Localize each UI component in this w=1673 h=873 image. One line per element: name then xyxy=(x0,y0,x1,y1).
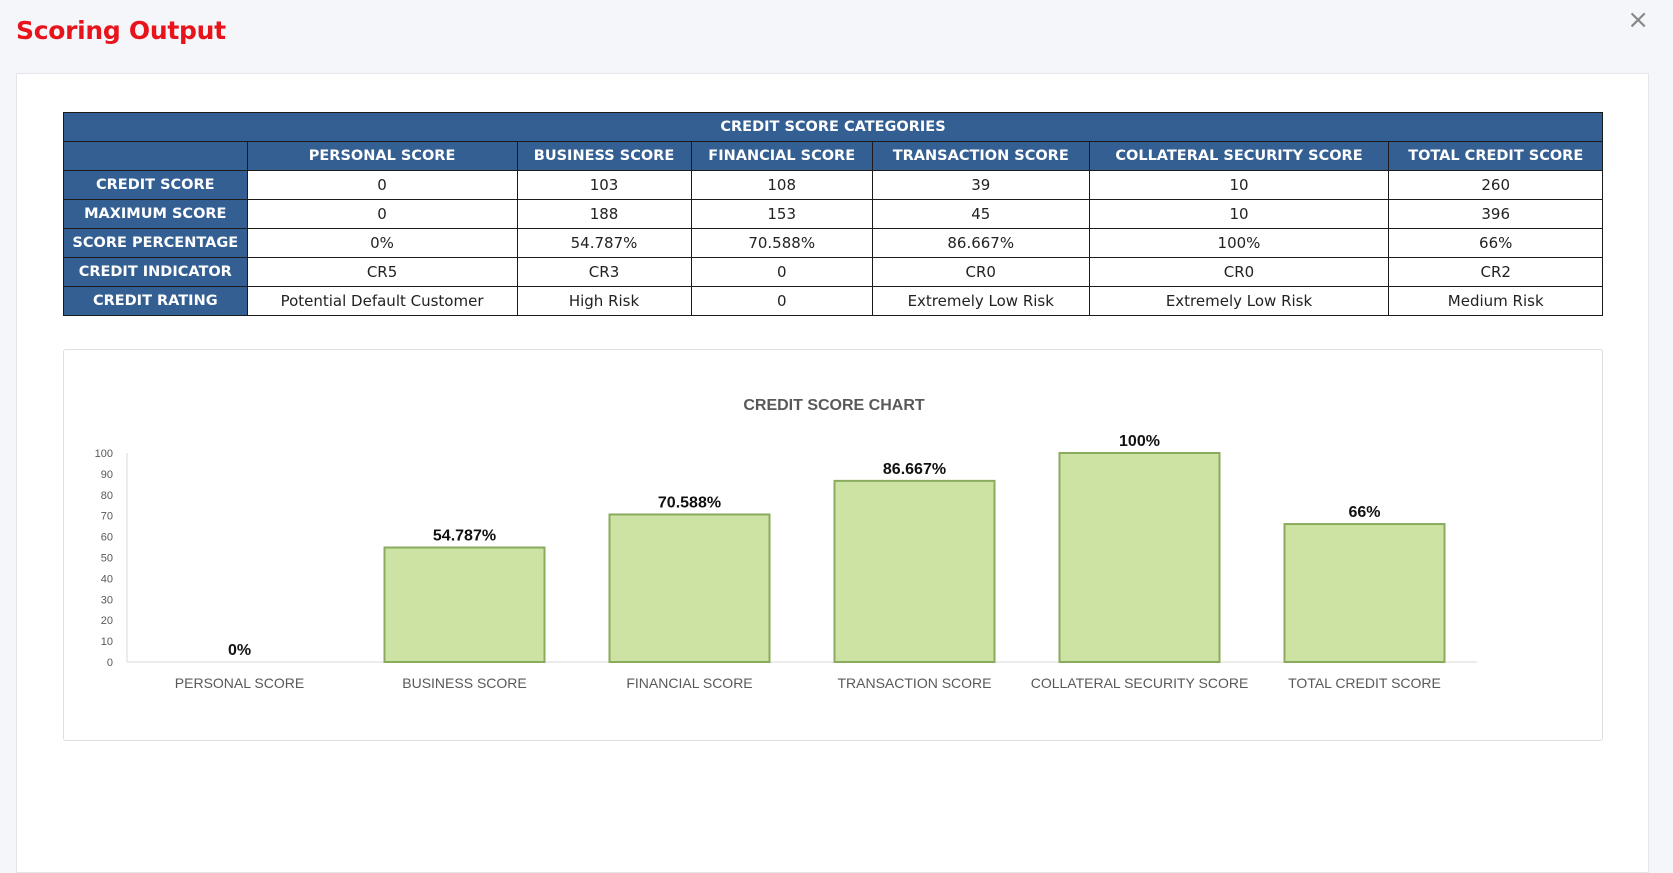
table-row: CREDIT RATING Potential Default Customer H… xyxy=(63,286,1603,316)
table-cell: 396 xyxy=(1388,199,1603,229)
y-tick-label: 0 xyxy=(107,657,113,669)
scoring-panel: CREDIT SCORE CATEGORIES PERSONAL SCORE BU… xyxy=(16,73,1649,873)
table-cell: Potential Default Customer xyxy=(246,286,518,316)
close-icon[interactable]: × xyxy=(1627,5,1649,35)
y-tick-label: 80 xyxy=(101,490,113,502)
row-label: SCORE PERCENTAGE xyxy=(63,228,248,258)
table-cell: CR2 xyxy=(1388,257,1603,287)
table-row: CREDIT INDICATOR CR5 CR3 0 CR0 CR0 CR2 xyxy=(63,257,1603,287)
table-cell: 260 xyxy=(1388,170,1603,200)
table-row: CREDIT SCORE 0 103 108 39 10 260 xyxy=(63,170,1603,200)
y-tick-label: 70 xyxy=(101,511,113,523)
table-cell: CR0 xyxy=(1088,257,1390,287)
table-cell: 86.667% xyxy=(871,228,1090,258)
y-tick-label: 90 xyxy=(101,469,113,481)
table-caption: CREDIT SCORE CATEGORIES xyxy=(63,112,1603,142)
table-cell: High Risk xyxy=(516,286,692,316)
table-row: MAXIMUM SCORE 0 188 153 45 10 396 xyxy=(63,199,1603,229)
row-label: CREDIT SCORE xyxy=(63,170,248,200)
row-label: CREDIT INDICATOR xyxy=(63,257,248,287)
y-tick-label: 40 xyxy=(101,573,113,585)
data-label: 54.787% xyxy=(433,527,496,544)
bar xyxy=(1058,452,1221,663)
table-cell: 153 xyxy=(690,199,873,229)
column-header: BUSINESS SCORE xyxy=(516,141,692,171)
chart-title: CREDIT SCORE CHART xyxy=(743,397,925,414)
category-label: BUSINESS SCORE xyxy=(402,675,526,691)
data-label: 100% xyxy=(1119,433,1160,450)
header-corner xyxy=(63,141,248,171)
table-cell: Extremely Low Risk xyxy=(1088,286,1390,316)
column-header: FINANCIAL SCORE xyxy=(690,141,873,171)
row-label: MAXIMUM SCORE xyxy=(63,199,248,229)
bar xyxy=(608,513,771,663)
bar xyxy=(833,479,996,663)
y-tick-label: 50 xyxy=(101,553,113,565)
category-label: COLLATERAL SECURITY SCORE xyxy=(1031,675,1249,691)
table-cell: 39 xyxy=(871,170,1090,200)
table-row: SCORE PERCENTAGE 0% 54.787% 70.588% 86.667% 1… xyxy=(63,228,1603,258)
table-cell: 0% xyxy=(246,228,518,258)
modal-title: Scoring Output xyxy=(16,16,226,45)
category-label: FINANCIAL SCORE xyxy=(626,675,752,691)
y-tick-label: 20 xyxy=(101,615,113,627)
table-cell: 10 xyxy=(1088,199,1390,229)
table-cell: 103 xyxy=(516,170,692,200)
data-label: 66% xyxy=(1348,504,1380,521)
table-cell: 66% xyxy=(1388,228,1603,258)
row-label: CREDIT RATING xyxy=(63,286,248,316)
y-tick-label: 30 xyxy=(101,594,113,606)
credit-score-chart: CREDIT SCORE CHART 0 10 20 30 40 50 60 70 80 90 10… xyxy=(63,349,1603,741)
table-cell: 188 xyxy=(516,199,692,229)
data-label: 86.667% xyxy=(883,461,946,478)
category-label: PERSONAL SCORE xyxy=(175,675,304,691)
table-cell: 100% xyxy=(1088,228,1390,258)
table-cell: 0 xyxy=(690,286,873,316)
table-cell: 0 xyxy=(690,257,873,287)
chart-canvas: CREDIT SCORE CHART 0 10 20 30 40 50 60 70 80 90 10… xyxy=(95,397,1477,691)
column-header: TOTAL CREDIT SCORE xyxy=(1388,141,1603,171)
table-cell: Medium Risk xyxy=(1388,286,1603,316)
bar xyxy=(383,546,546,663)
y-tick-label: 10 xyxy=(101,636,113,648)
table-cell: 70.588% xyxy=(690,228,873,258)
data-label: 0% xyxy=(228,642,251,659)
table-cell: CR0 xyxy=(871,257,1090,287)
table-cell: 0 xyxy=(246,199,518,229)
table-cell: 108 xyxy=(690,170,873,200)
column-header-row: PERSONAL SCORE BUSINESS SCORE FINANCIAL SC… xyxy=(63,141,1603,171)
category-label: TOTAL CREDIT SCORE xyxy=(1288,675,1441,691)
y-tick-label: 100 xyxy=(95,448,113,460)
table-cell: Extremely Low Risk xyxy=(871,286,1090,316)
column-header: TRANSACTION SCORE xyxy=(871,141,1090,171)
column-header: PERSONAL SCORE xyxy=(246,141,518,171)
credit-score-table: CREDIT SCORE CATEGORIES PERSONAL SCORE BU… xyxy=(63,112,1603,316)
table-cell: CR3 xyxy=(516,257,692,287)
table-cell: 45 xyxy=(871,199,1090,229)
bar xyxy=(1283,523,1446,663)
data-label: 70.588% xyxy=(658,494,721,511)
table-cell: 10 xyxy=(1088,170,1390,200)
table-body: CREDIT SCORE 0 103 108 39 10 260 MAXIMUM SCORE 0… xyxy=(63,170,1603,316)
table-cell: CR5 xyxy=(246,257,518,287)
y-tick-label: 60 xyxy=(101,532,113,544)
category-label: TRANSACTION SCORE xyxy=(837,675,991,691)
column-header: COLLATERAL SECURITY SCORE xyxy=(1088,141,1390,171)
table-cell: 54.787% xyxy=(516,228,692,258)
table-cell: 0 xyxy=(246,170,518,200)
